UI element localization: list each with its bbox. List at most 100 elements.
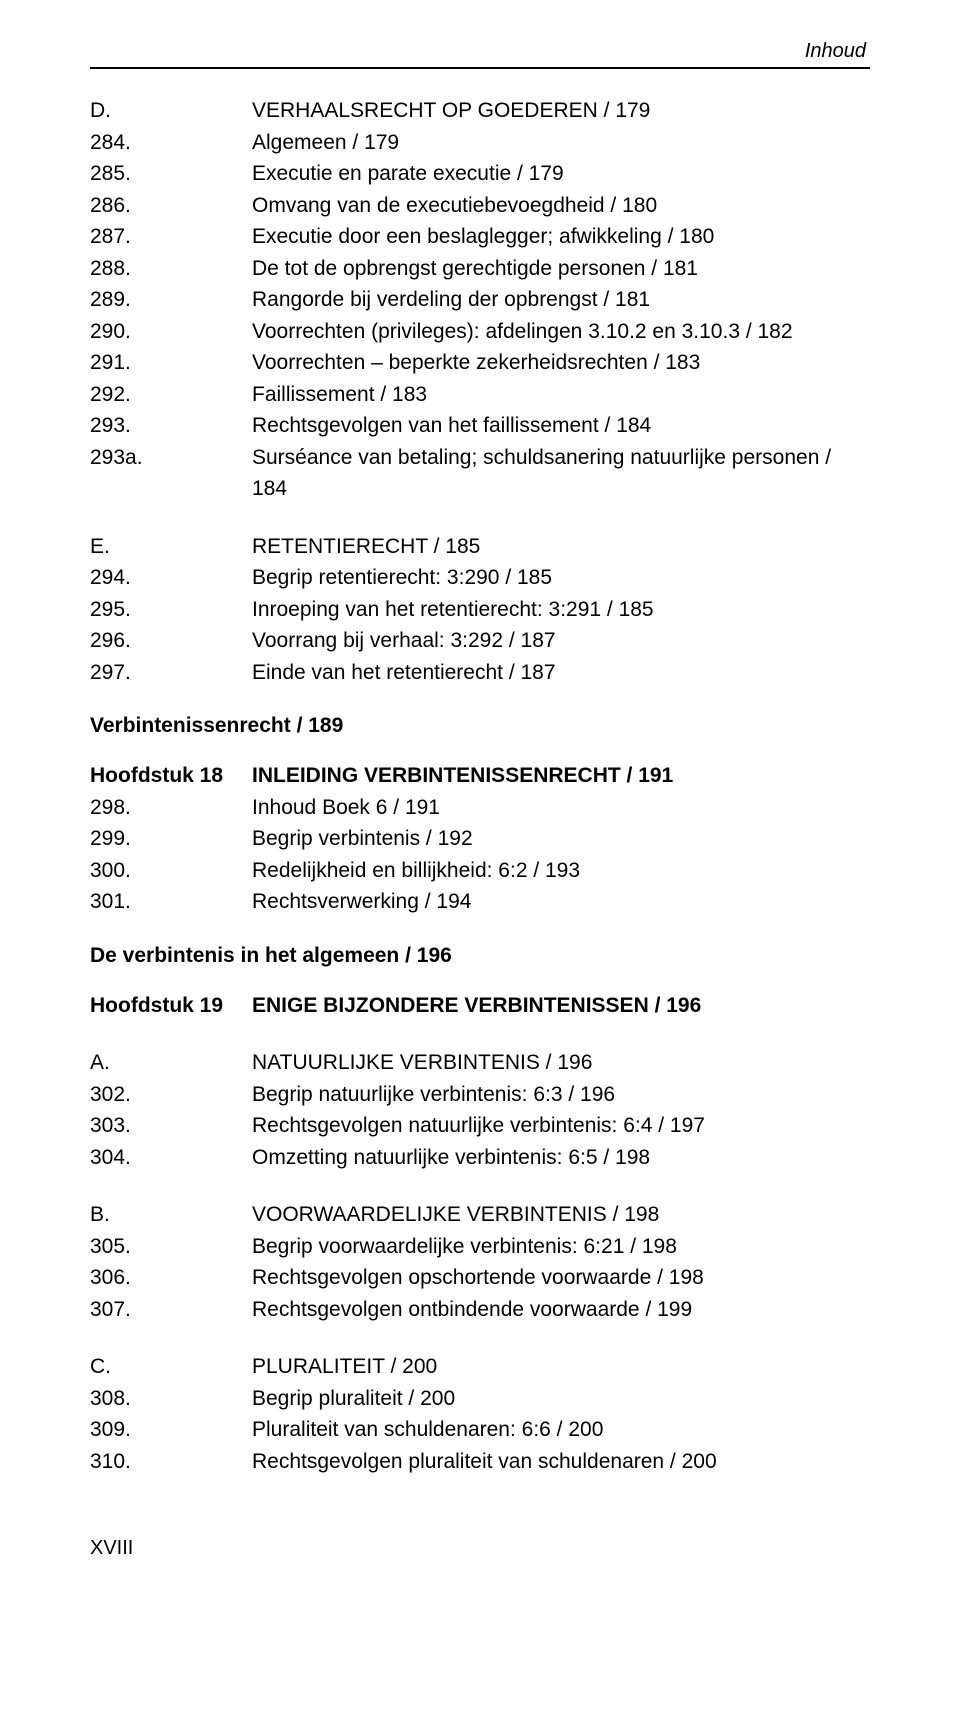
toc-entry-text: Begrip verbintenis / 192 <box>252 823 870 855</box>
toc-entry-text: Omvang van de executiebevoegdheid / 180 <box>252 190 870 222</box>
toc-entry-text: VOORWAARDELIJKE VERBINTENIS / 198 <box>252 1199 870 1231</box>
toc-entry-text: Begrip retentierecht: 3:290 / 185 <box>252 562 870 594</box>
toc-entry-number: 297. <box>90 657 252 689</box>
toc-row: 306.Rechtsgevolgen opschortende voorwaar… <box>90 1262 870 1294</box>
toc-row: 294.Begrip retentierecht: 3:290 / 185 <box>90 562 870 594</box>
toc-row: 298.Inhoud Boek 6 / 191 <box>90 792 870 824</box>
toc-row: 293a.Surséance van betaling; schuldsaner… <box>90 442 870 505</box>
toc-row: 309.Pluraliteit van schuldenaren: 6:6 / … <box>90 1414 870 1446</box>
toc-entry-number: Hoofdstuk 19 <box>90 990 252 1022</box>
toc-entry-number: 293a. <box>90 442 252 474</box>
toc-entry-text: Surséance van betaling; schuldsanering n… <box>252 442 870 505</box>
toc-entry-text: Inroeping van het retentierecht: 3:291 /… <box>252 594 870 626</box>
toc-row: 302.Begrip natuurlijke verbintenis: 6:3 … <box>90 1079 870 1111</box>
toc-entry-number: 295. <box>90 594 252 626</box>
section-title: Verbintenissenrecht / 189 <box>90 714 870 738</box>
page-number: XVIII <box>90 1537 870 1560</box>
toc-row: 297.Einde van het retentierecht / 187 <box>90 657 870 689</box>
toc-entry-number: 301. <box>90 886 252 918</box>
toc-row: 304.Omzetting natuurlijke verbintenis: 6… <box>90 1142 870 1174</box>
toc-row: 288.De tot de opbrengst gerechtigde pers… <box>90 253 870 285</box>
toc-block: B.VOORWAARDELIJKE VERBINTENIS / 198305.B… <box>90 1199 870 1325</box>
toc-entry-text: Rechtsverwerking / 194 <box>252 886 870 918</box>
toc-entry-text: Begrip pluraliteit / 200 <box>252 1383 870 1415</box>
toc-block: C.PLURALITEIT / 200308.Begrip pluralitei… <box>90 1351 870 1477</box>
toc-entry-text: Inhoud Boek 6 / 191 <box>252 792 870 824</box>
toc-row: 291.Voorrechten – beperkte zekerheidsrec… <box>90 347 870 379</box>
toc-row: 289.Rangorde bij verdeling der opbrengst… <box>90 284 870 316</box>
toc-entry-text: PLURALITEIT / 200 <box>252 1351 870 1383</box>
toc-entry-number: 291. <box>90 347 252 379</box>
toc-row: 300.Redelijkheid en billijkheid: 6:2 / 1… <box>90 855 870 887</box>
toc-entry-number: A. <box>90 1047 252 1079</box>
toc-entry-number: 285. <box>90 158 252 190</box>
toc-entry-number: 302. <box>90 1079 252 1111</box>
toc-block: D.VERHAALSRECHT OP GOEDEREN / 179284.Alg… <box>90 95 870 505</box>
toc-entry-number: 292. <box>90 379 252 411</box>
toc-block: A.NATUURLIJKE VERBINTENIS / 196302.Begri… <box>90 1047 870 1173</box>
toc-entry-number: 284. <box>90 127 252 159</box>
toc-entry-number: 308. <box>90 1383 252 1415</box>
toc-block: E.RETENTIERECHT / 185294.Begrip retentie… <box>90 531 870 689</box>
toc-row: 292.Faillissement / 183 <box>90 379 870 411</box>
toc-block: Hoofdstuk 19ENIGE BIJZONDERE VERBINTENIS… <box>90 990 870 1022</box>
toc-entry-number: 300. <box>90 855 252 887</box>
toc-row: 299.Begrip verbintenis / 192 <box>90 823 870 855</box>
toc-row: 287.Executie door een beslaglegger; afwi… <box>90 221 870 253</box>
toc-entry-text: Begrip voorwaardelijke verbintenis: 6:21… <box>252 1231 870 1263</box>
toc-entry-number: D. <box>90 95 252 127</box>
toc-entry-text: Faillissement / 183 <box>252 379 870 411</box>
toc-row: 308.Begrip pluraliteit / 200 <box>90 1383 870 1415</box>
toc-row: 310.Rechtsgevolgen pluraliteit van schul… <box>90 1446 870 1478</box>
toc-row: 284.Algemeen / 179 <box>90 127 870 159</box>
toc-entry-number: 299. <box>90 823 252 855</box>
toc-entry-text: Executie en parate executie / 179 <box>252 158 870 190</box>
toc-entry-text: Omzetting natuurlijke verbintenis: 6:5 /… <box>252 1142 870 1174</box>
toc-entry-text: INLEIDING VERBINTENISSENRECHT / 191 <box>252 760 870 792</box>
toc-row: 293.Rechtsgevolgen van het faillissement… <box>90 410 870 442</box>
toc-entry-number: E. <box>90 531 252 563</box>
header-rule <box>90 67 870 69</box>
toc-row: D.VERHAALSRECHT OP GOEDEREN / 179 <box>90 95 870 127</box>
toc-entry-number: 290. <box>90 316 252 348</box>
toc-entry-number: 307. <box>90 1294 252 1326</box>
toc-entry-number: 293. <box>90 410 252 442</box>
toc-entry-number: 286. <box>90 190 252 222</box>
toc-row: Hoofdstuk 18INLEIDING VERBINTENISSENRECH… <box>90 760 870 792</box>
toc-entry-number: 288. <box>90 253 252 285</box>
toc-entry-number: 305. <box>90 1231 252 1263</box>
toc-entry-text: Voorrechten – beperkte zekerheidsrechten… <box>252 347 870 379</box>
toc-row: 301.Rechtsverwerking / 194 <box>90 886 870 918</box>
toc-entry-number: 298. <box>90 792 252 824</box>
toc-entry-number: Hoofdstuk 18 <box>90 760 252 792</box>
toc-entry-text: Rechtsgevolgen natuurlijke verbintenis: … <box>252 1110 870 1142</box>
toc-entry-number: 303. <box>90 1110 252 1142</box>
toc-row: 286.Omvang van de executiebevoegdheid / … <box>90 190 870 222</box>
toc-entry-text: Voorrang bij verhaal: 3:292 / 187 <box>252 625 870 657</box>
section-title: De verbintenis in het algemeen / 196 <box>90 944 870 968</box>
toc-row: A.NATUURLIJKE VERBINTENIS / 196 <box>90 1047 870 1079</box>
toc-row: E.RETENTIERECHT / 185 <box>90 531 870 563</box>
toc-row: 305.Begrip voorwaardelijke verbintenis: … <box>90 1231 870 1263</box>
toc-entry-text: RETENTIERECHT / 185 <box>252 531 870 563</box>
toc-entry-number: C. <box>90 1351 252 1383</box>
toc-entry-number: 310. <box>90 1446 252 1478</box>
toc-entry-number: 287. <box>90 221 252 253</box>
toc-entry-text: Rechtsgevolgen pluraliteit van schuldena… <box>252 1446 870 1478</box>
toc-row: Hoofdstuk 19ENIGE BIJZONDERE VERBINTENIS… <box>90 990 870 1022</box>
toc-entry-text: Einde van het retentierecht / 187 <box>252 657 870 689</box>
toc-entry-number: 296. <box>90 625 252 657</box>
toc-entry-text: ENIGE BIJZONDERE VERBINTENISSEN / 196 <box>252 990 870 1022</box>
toc-entry-text: Begrip natuurlijke verbintenis: 6:3 / 19… <box>252 1079 870 1111</box>
toc-entry-number: 304. <box>90 1142 252 1174</box>
toc-content: D.VERHAALSRECHT OP GOEDEREN / 179284.Alg… <box>90 95 870 1477</box>
toc-row: B.VOORWAARDELIJKE VERBINTENIS / 198 <box>90 1199 870 1231</box>
toc-row: 295.Inroeping van het retentierecht: 3:2… <box>90 594 870 626</box>
toc-entry-number: 306. <box>90 1262 252 1294</box>
toc-entry-text: Pluraliteit van schuldenaren: 6:6 / 200 <box>252 1414 870 1446</box>
toc-entry-text: Rechtsgevolgen van het faillissement / 1… <box>252 410 870 442</box>
toc-row: 285.Executie en parate executie / 179 <box>90 158 870 190</box>
toc-entry-text: Rechtsgevolgen ontbindende voorwaarde / … <box>252 1294 870 1326</box>
toc-entry-text: NATUURLIJKE VERBINTENIS / 196 <box>252 1047 870 1079</box>
toc-entry-number: B. <box>90 1199 252 1231</box>
